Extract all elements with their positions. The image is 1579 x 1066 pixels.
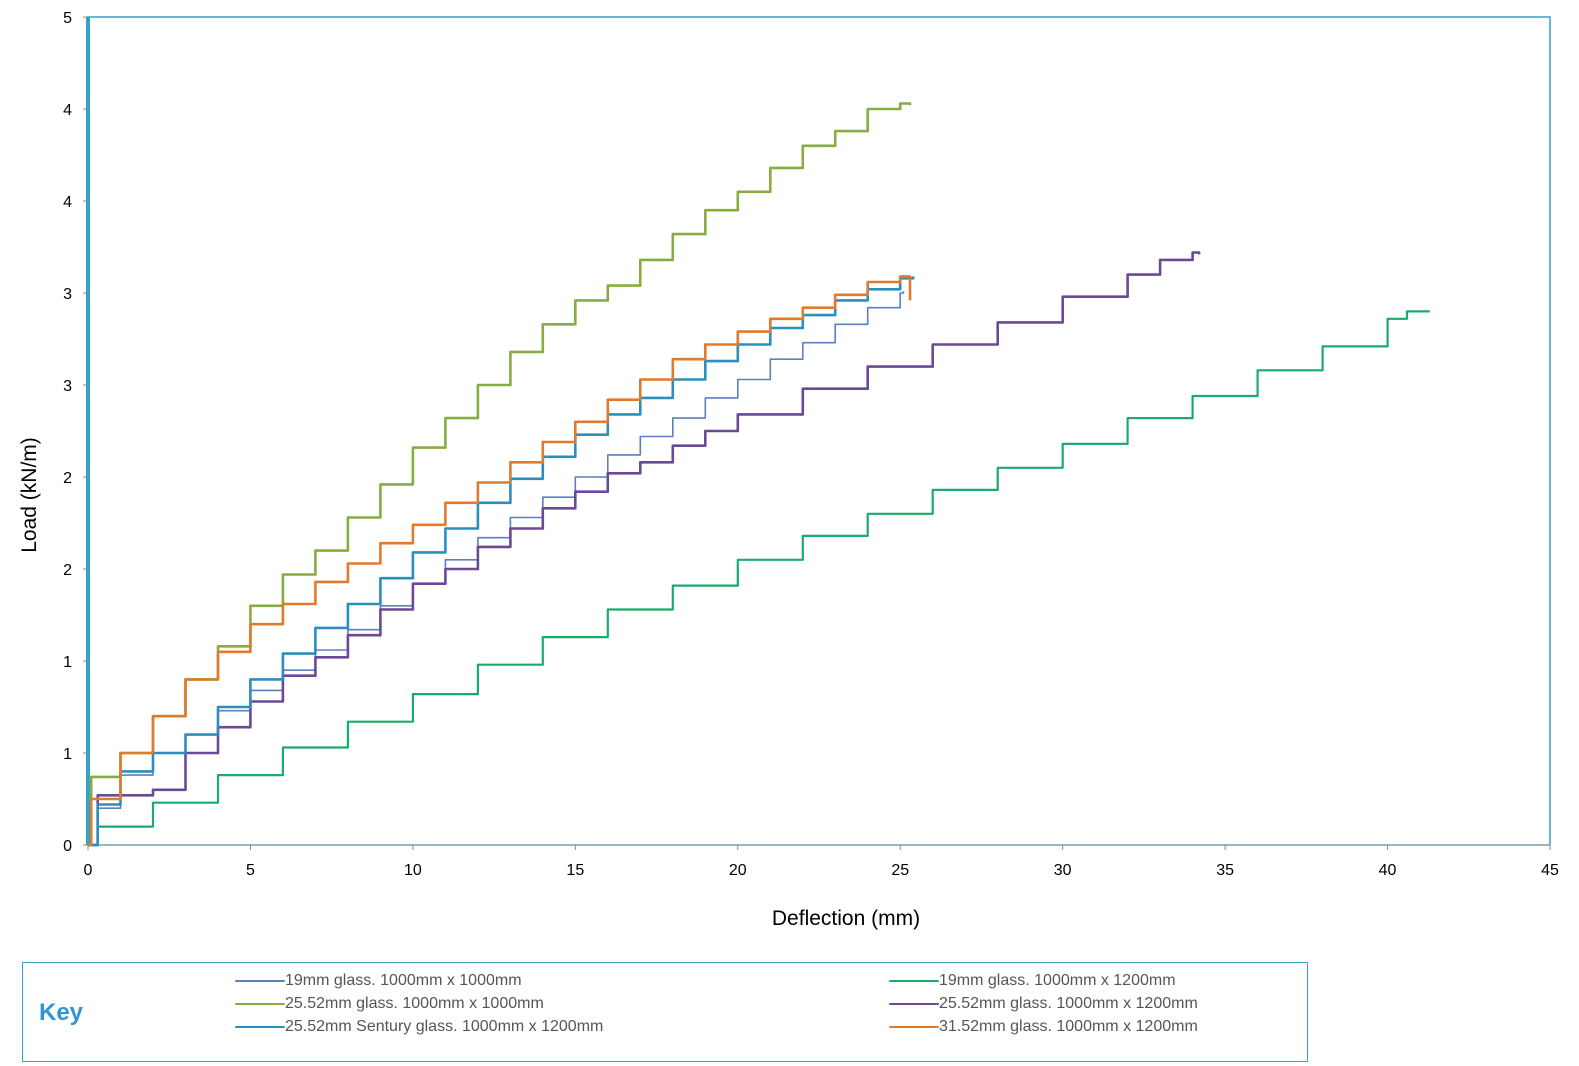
y-axis-title: Load (kN/m) — [18, 437, 41, 553]
legend-entry: 25.52mm glass. 1000mm x 1200mm — [889, 993, 1198, 1015]
x-axis-title: Deflection (mm) — [772, 907, 920, 930]
x-tick-label: 45 — [1541, 862, 1559, 879]
legend-label: 19mm glass. 1000mm x 1000mm — [285, 972, 522, 989]
legend-entry: 25.52mm Sentury glass. 1000mm x 1200mm — [235, 1016, 603, 1038]
x-tick-label: 35 — [1216, 862, 1234, 879]
x-tick-label: 0 — [84, 862, 93, 879]
legend-label: 25.52mm Sentury glass. 1000mm x 1200mm — [285, 1018, 604, 1035]
series-line-5 — [88, 276, 915, 847]
legend-entry: 19mm glass. 1000mm x 1000mm — [235, 970, 522, 992]
legend-label: 25.52mm glass. 1000mm x 1200mm — [939, 995, 1198, 1012]
legend-title: Key — [39, 999, 84, 1026]
legend-swatch — [235, 980, 285, 982]
y-axis-ticks: 0 1 1 2 2 3 3 4 4 5 — [63, 10, 88, 855]
x-tick-label: 40 — [1379, 862, 1397, 879]
y-tick-label: 2 — [63, 562, 72, 579]
x-tick-label: 20 — [729, 862, 747, 879]
y-tick-label: 3 — [63, 286, 72, 303]
series-line-6 — [88, 275, 912, 847]
y-tick-label: 1 — [63, 746, 72, 763]
legend-entry: 31.52mm glass. 1000mm x 1200mm — [889, 1016, 1198, 1038]
y-tick-label: 0 — [63, 838, 72, 855]
series-layer — [88, 102, 1430, 847]
legend-label: 25.52mm glass. 1000mm x 1000mm — [285, 995, 544, 1012]
y-tick-label: 3 — [63, 378, 72, 395]
y-tick-label: 1 — [63, 654, 72, 671]
legend-label: 31.52mm glass. 1000mm x 1200mm — [939, 1018, 1198, 1035]
x-tick-label: 25 — [891, 862, 909, 879]
legend: Key 19mm glass. 1000mm x 1000mm 25.52mm g… — [22, 962, 1308, 1062]
legend-swatch — [889, 1002, 939, 1006]
series-line-2 — [88, 310, 1430, 847]
x-tick-label: 5 — [246, 862, 255, 879]
plot-area — [86, 16, 1551, 846]
x-tick-label: 30 — [1054, 862, 1072, 879]
legend-label: 19mm glass. 1000mm x 1200mm — [939, 972, 1176, 989]
legend-entry: 25.52mm glass. 1000mm x 1000mm — [235, 993, 544, 1015]
legend-swatch — [889, 1025, 939, 1029]
x-tick-label: 10 — [404, 862, 422, 879]
y-tick-label: 2 — [63, 470, 72, 487]
legend-swatch — [235, 1002, 285, 1006]
x-axis-ticks: 0 5 10 15 20 25 30 35 40 45 — [84, 845, 1559, 879]
y-tick-label: 5 — [63, 10, 72, 27]
legend-swatch — [889, 979, 939, 983]
legend-swatch — [235, 1025, 285, 1029]
x-tick-label: 15 — [566, 862, 584, 879]
y-tick-label: 4 — [63, 194, 72, 211]
series-line-4 — [88, 251, 1201, 847]
y-tick-label: 4 — [63, 102, 72, 119]
legend-entry: 19mm glass. 1000mm x 1200mm — [889, 970, 1176, 992]
